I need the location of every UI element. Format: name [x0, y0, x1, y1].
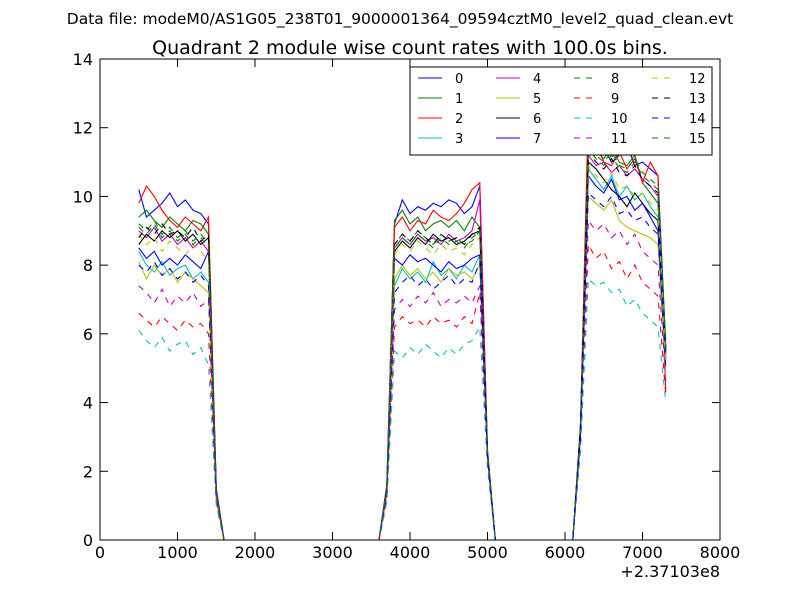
x-tick-label: 1000: [157, 543, 198, 562]
legend-label: 11: [611, 132, 628, 147]
series-line-7: [138, 174, 667, 541]
legend-label: 10: [611, 112, 628, 127]
y-tick-label: 14: [73, 50, 93, 69]
x-tick-label: 5000: [467, 543, 508, 562]
x-axis: 0 1000 2000 3000 4000 5000 6000 7000 8000: [95, 59, 740, 562]
x-tick-label: 4000: [390, 543, 431, 562]
legend-label: 7: [533, 132, 541, 147]
legend-label: 9: [611, 92, 619, 107]
series-line-8: [138, 146, 667, 541]
x-tick-label: 3000: [312, 543, 353, 562]
x-offset-label: +2.37103e8: [620, 562, 720, 581]
y-tick-label: 4: [83, 394, 93, 413]
series-line-15: [138, 139, 667, 541]
legend-label: 1: [455, 92, 463, 107]
series-line-12: [138, 163, 667, 541]
y-tick-label: 2: [83, 462, 93, 481]
chart-title: Quadrant 2 module wise count rates with …: [152, 37, 668, 59]
legend-label: 0: [455, 72, 463, 87]
x-tick-label: 2000: [235, 543, 276, 562]
x-tick-label: 0: [95, 543, 105, 562]
legend-label: 12: [689, 72, 706, 87]
legend-label: 15: [689, 132, 706, 147]
y-tick-label: 0: [83, 531, 93, 550]
y-tick-label: 12: [73, 119, 93, 138]
legend-label: 13: [689, 92, 706, 107]
x-tick-label: 8000: [700, 543, 741, 562]
series-line-2: [138, 110, 667, 541]
legend-box: [409, 66, 713, 156]
legend-label: 5: [533, 92, 541, 107]
legend-label: 4: [533, 72, 541, 87]
legend-label: 14: [689, 112, 706, 127]
chart-suptitle: Data file: modeM0/AS1G05_238T01_90000013…: [67, 10, 733, 29]
legend-label: 6: [533, 112, 541, 127]
legend-label: 3: [455, 132, 463, 147]
y-tick-label: 6: [83, 325, 93, 344]
x-tick-label: 7000: [622, 543, 663, 562]
x-tick-label: 6000: [545, 543, 586, 562]
legend-label: 8: [611, 72, 619, 87]
legend-label: 2: [455, 112, 463, 127]
plot-lines: [138, 110, 667, 541]
y-tick-label: 10: [73, 187, 93, 206]
y-tick-label: 8: [83, 256, 93, 275]
